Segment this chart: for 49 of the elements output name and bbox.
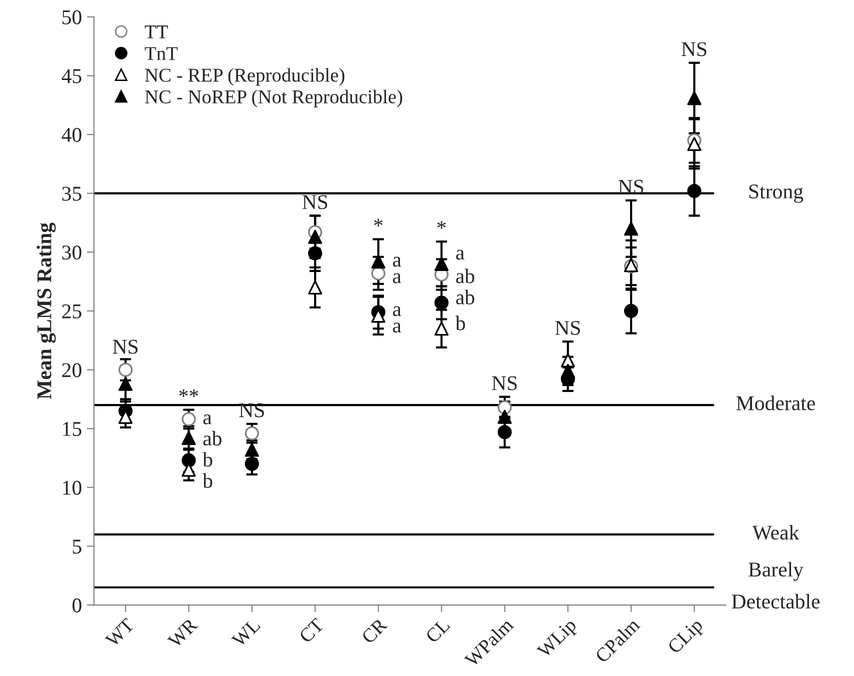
x-tick-label: CL	[424, 618, 450, 644]
annotation: ab	[456, 290, 474, 304]
ref-line-label: Strong	[749, 184, 804, 203]
y-tick-label: 15	[63, 422, 82, 436]
y-tick-label: 10	[63, 480, 82, 495]
y-tick-label: 5	[72, 540, 82, 554]
ref-line-label: Moderate	[736, 396, 815, 410]
annotation: *	[374, 218, 383, 226]
annotation: NS	[239, 403, 264, 418]
legend-label: TnT	[144, 47, 178, 60]
legend-label: NC - REP (Reproducible)	[145, 68, 344, 86]
annotation: *	[437, 221, 446, 229]
x-tick-label: CR	[360, 617, 388, 644]
annotation: NS	[682, 42, 706, 56]
annotation: a	[203, 414, 212, 424]
y-axis-title: Mean gLMS Rating	[36, 222, 56, 400]
x-tick-label: WR	[167, 617, 198, 649]
ref-line-label: Barely Detectable	[732, 562, 820, 609]
y-tick-label: 35	[62, 186, 82, 201]
annotation: a	[392, 273, 402, 284]
annotation: a	[456, 250, 464, 260]
y-tick-label: 20	[62, 363, 82, 378]
legend-label: TT	[144, 26, 168, 38]
y-tick-label: 25	[62, 304, 82, 318]
y-tick-label: 0	[72, 598, 82, 612]
annotation: NS	[618, 180, 644, 194]
y-tick-label: 30	[62, 246, 82, 260]
y-tick-label: 45	[62, 69, 82, 84]
annotation: NS	[555, 320, 580, 335]
annotation: NS	[302, 195, 328, 210]
y-tick-label: 40	[62, 128, 82, 142]
annotation: a	[392, 256, 402, 267]
annotation: ab	[456, 268, 474, 284]
x-tick-label: WT	[104, 618, 136, 648]
annotation: **	[179, 389, 198, 397]
annotation: b	[202, 452, 212, 467]
annotation: a	[392, 322, 402, 333]
annotation: NS	[492, 376, 517, 390]
annotation: NS	[112, 340, 138, 354]
x-tick-label: CLip	[667, 618, 706, 657]
legend-label: NC - NoREP (Not Reproducible)	[145, 90, 402, 108]
annotation: b	[202, 473, 212, 488]
x-tick-label: WL	[231, 618, 261, 648]
annotation: b	[455, 316, 466, 330]
x-tick-label: CT	[298, 617, 325, 644]
annotation: a	[392, 306, 402, 316]
y-tick-label: 50	[62, 10, 82, 24]
annotation: ab	[203, 430, 222, 446]
ref-line-label: Weak	[752, 525, 800, 540]
